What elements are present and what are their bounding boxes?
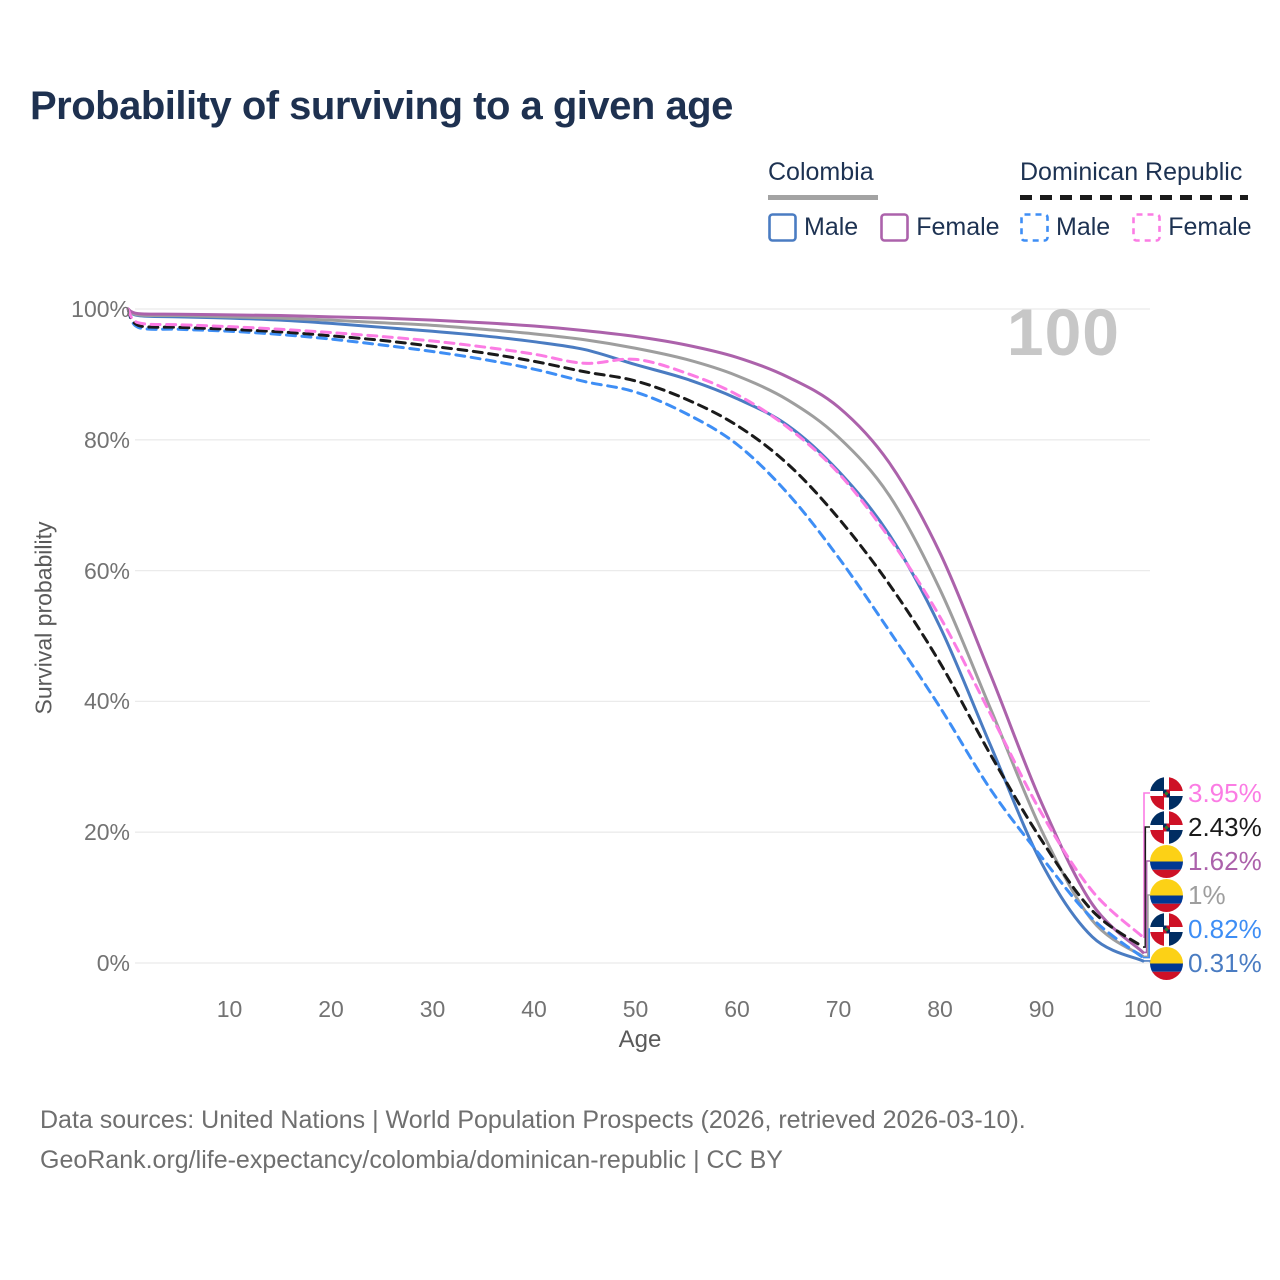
legend-country-label[interactable]: Colombia xyxy=(768,158,874,186)
legend-country-label[interactable]: Dominican Republic xyxy=(1020,158,1243,186)
y-tick-80: 80% xyxy=(83,426,130,453)
end-label-colombia_both: 1% xyxy=(1150,878,1226,912)
colombia-flag-icon xyxy=(1150,946,1183,980)
end-label-value-colombia_male: 0.31% xyxy=(1188,947,1262,978)
legend-item-label: Female xyxy=(1168,213,1252,241)
x-tick-80: 80 xyxy=(927,996,953,1022)
leader-line-colombia_both xyxy=(1143,894,1150,958)
leader-line-dr_both xyxy=(1143,826,1150,948)
legend-item-dominican-republic-female[interactable]: Female xyxy=(1132,213,1252,242)
legend-underline-solid xyxy=(768,195,878,200)
x-tick-100: 100 xyxy=(1123,996,1163,1022)
legend-item-label: Male xyxy=(804,213,859,241)
legend-item-dominican-republic-male[interactable]: Male xyxy=(1020,213,1110,242)
y-tick-40: 40% xyxy=(83,688,130,715)
end-label-dr_both: 2.43% xyxy=(1150,810,1262,844)
x-tick-10: 10 xyxy=(216,996,243,1022)
x-tick-70: 70 xyxy=(825,996,852,1022)
y-tick-20: 20% xyxy=(83,819,130,846)
x-tick-50: 50 xyxy=(622,996,649,1022)
legend-swatch xyxy=(1132,213,1161,242)
curve-dr_both[interactable] xyxy=(126,307,1145,949)
curve-colombia_male[interactable] xyxy=(126,307,1145,963)
legend-underline-dashed xyxy=(1020,195,1248,200)
curve-colombia_female[interactable] xyxy=(126,307,1145,954)
curve-dr_male[interactable] xyxy=(126,307,1145,960)
age-watermark: 100 xyxy=(1006,295,1120,369)
legend-group-colombia: Colombia Male Female xyxy=(768,158,1000,242)
end-label-value-dr_both: 2.43% xyxy=(1188,811,1262,842)
legend-item-colombia-male[interactable]: Male xyxy=(768,213,858,242)
legend-group-dominican-republic: Dominican Republic Male Female xyxy=(1020,158,1252,242)
leader-line-dr_female xyxy=(1143,792,1150,938)
legend-item-colombia-female[interactable]: Female xyxy=(880,213,1000,242)
dominican-republic-flag-icon xyxy=(1150,776,1183,810)
colombia-flag-icon xyxy=(1150,844,1183,878)
end-label-dr_male: 0.82% xyxy=(1150,912,1262,946)
x-tick-90: 90 xyxy=(1028,996,1055,1022)
dominican-republic-flag-icon xyxy=(1150,810,1183,844)
end-label-value-dr_male: 0.82% xyxy=(1188,913,1262,944)
end-label-value-dr_female: 3.95% xyxy=(1188,777,1262,808)
y-tick-0: 0% xyxy=(96,950,130,976)
end-label-value-colombia_female: 1.62% xyxy=(1188,845,1262,876)
x-tick-60: 60 xyxy=(724,996,750,1022)
y-tick-60: 60% xyxy=(83,557,130,584)
leader-line-colombia_female xyxy=(1143,860,1150,954)
legend-item-label: Female xyxy=(916,213,1000,241)
y-axis-title: Survival probability xyxy=(30,521,57,715)
footer-sources: Data sources: United Nations | World Pop… xyxy=(40,1106,1026,1134)
colombia-flag-icon xyxy=(1150,878,1183,912)
x-tick-30: 30 xyxy=(419,996,446,1022)
legend-swatch xyxy=(1020,213,1049,242)
dominican-republic-flag-icon xyxy=(1150,912,1183,946)
end-label-colombia_female: 1.62% xyxy=(1150,844,1262,878)
end-label-value-colombia_both: 1% xyxy=(1188,879,1226,910)
y-tick-100: 100% xyxy=(71,296,130,322)
page-title: Probability of surviving to a given age xyxy=(30,84,733,128)
leader-line-dr_male xyxy=(1143,928,1150,959)
legend-swatch xyxy=(768,213,797,242)
curve-colombia_both[interactable] xyxy=(126,307,1145,958)
legend-item-label: Male xyxy=(1056,213,1111,241)
x-axis-title: Age xyxy=(618,1026,662,1053)
x-tick-40: 40 xyxy=(521,996,547,1022)
legend-swatch xyxy=(880,213,909,242)
curve-dr_female[interactable] xyxy=(126,307,1145,939)
end-label-dr_female: 3.95% xyxy=(1150,776,1262,810)
end-label-colombia_male: 0.31% xyxy=(1150,946,1262,980)
x-tick-20: 20 xyxy=(318,996,344,1022)
footer-attribution: GeoRank.org/life-expectancy/colombia/dom… xyxy=(40,1146,783,1174)
